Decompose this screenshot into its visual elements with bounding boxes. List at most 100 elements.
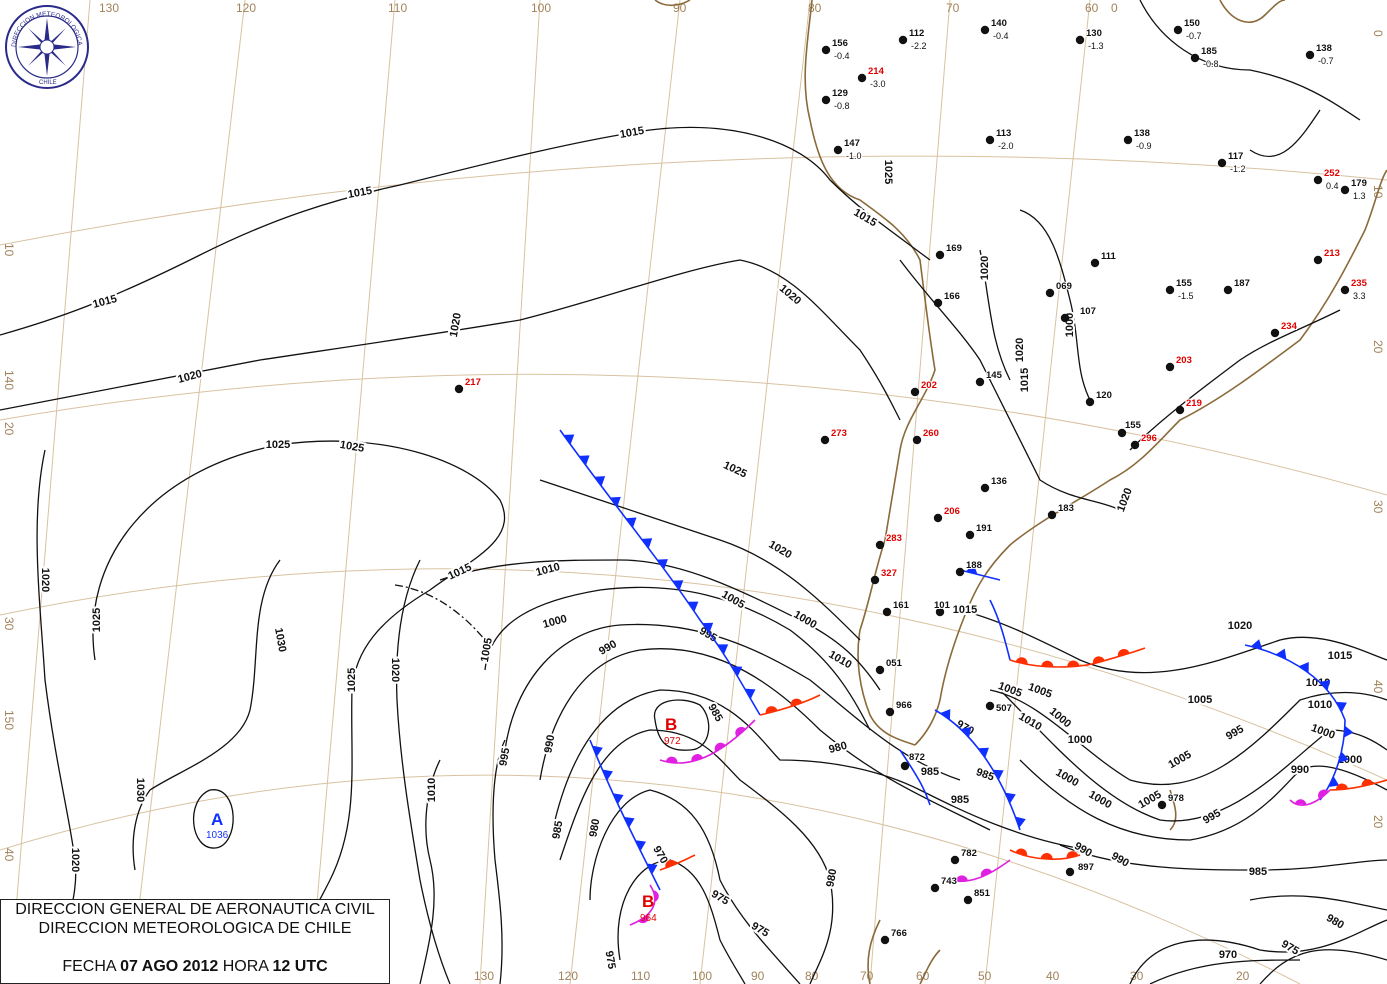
station-plot: 147 -1.0 — [833, 137, 863, 162]
warm-front-semicircle — [1015, 657, 1028, 665]
station-plot: 138 -0.7 — [1305, 42, 1335, 67]
cold-front-triangle — [702, 622, 714, 633]
station-plot: 283 — [875, 532, 903, 550]
dmc-logo: DIRECCION METEOROLOGICA CHILE — [5, 5, 89, 89]
warm-front-semicircle — [1335, 783, 1348, 790]
cold-front-triangle — [940, 709, 951, 721]
isobar-label: 1020 — [979, 256, 991, 280]
station-cloud-cover-icon — [898, 35, 908, 45]
isobar-label: 975 — [603, 950, 618, 970]
pressure-centers: A 1036 B 972 B 964 — [206, 715, 681, 924]
grid-label-left: 150 — [2, 710, 16, 730]
grid-label-bottom: 110 — [631, 969, 650, 983]
station-cloud-cover-icon — [880, 935, 890, 945]
isobar-label: 1020 — [1228, 620, 1252, 632]
grid-label-top: 120 — [236, 1, 256, 15]
grid-label-right: 20 — [1371, 815, 1385, 829]
station-id: 252 — [1324, 168, 1340, 179]
station-id: 183 — [1058, 503, 1074, 514]
hour-prefix: HORA — [222, 958, 269, 975]
station-cloud-cover-icon — [821, 95, 831, 105]
station-cloud-cover-icon — [900, 761, 910, 771]
station-tendency: -1.0 — [846, 151, 862, 161]
isobar-label: 1015 — [1328, 650, 1352, 662]
high-center-letter: A — [211, 810, 223, 829]
station-id: 187 — [1234, 278, 1250, 289]
station-plot: 851 — [963, 887, 992, 905]
isobar-label: 1025 — [91, 608, 103, 632]
station-id: 897 — [1078, 862, 1094, 873]
station-tendency: -3.0 — [870, 79, 886, 89]
station-id: 743 — [941, 876, 957, 887]
station-cloud-cover-icon — [933, 298, 943, 308]
station-cloud-cover-icon — [1340, 285, 1350, 295]
station-cloud-cover-icon — [1075, 35, 1085, 45]
station-cloud-cover-icon — [1270, 328, 1280, 338]
station-id: 130 — [1086, 28, 1102, 39]
station-id: 234 — [1281, 321, 1298, 332]
station-plot: 129 -0.8 — [821, 87, 851, 112]
isobar-labels: 1015 1015 1015 1015 1020 1020 1020 1025 1025 1025… — [37, 123, 1364, 972]
station-cloud-cover-icon — [1157, 800, 1167, 810]
station-plot: 145 — [975, 369, 1004, 387]
station-plot: 161 — [882, 599, 911, 617]
low-center-value: 972 — [664, 736, 681, 747]
station-plot: 136 — [980, 475, 1008, 493]
station-cloud-cover-icon — [955, 567, 965, 577]
isobar-label: 985 — [1249, 866, 1267, 878]
station-plot: 206 — [933, 505, 961, 523]
isobar-label: 990 — [542, 734, 557, 754]
isobar-label: 1010 — [1308, 699, 1332, 711]
warm-front-semicircle — [1294, 799, 1307, 805]
isobar-label: 1020 — [766, 539, 793, 562]
station-plot: 978 — [1157, 792, 1185, 810]
station-plot: 203 — [1165, 354, 1193, 372]
grid-label-bottom: 100 — [692, 969, 712, 983]
warm-front-semicircle — [1066, 851, 1079, 859]
trough-line — [394, 584, 486, 641]
warm-front — [659, 854, 696, 871]
station-cloud-cover-icon — [833, 145, 843, 155]
station-cloud-cover-icon — [1060, 313, 1070, 323]
isobar-label: 1025 — [339, 439, 365, 455]
station-plot: 234 — [1270, 320, 1299, 338]
isobar-label: 990 — [597, 638, 619, 658]
cold-front-triangle — [594, 476, 606, 487]
station-cloud-cover-icon — [933, 513, 943, 523]
isobar-label: 1020 — [1014, 338, 1026, 362]
warm-front-semicircle — [980, 868, 993, 877]
grid-label-bottom: 20 — [1236, 969, 1250, 983]
station-tendency: 3.3 — [1353, 291, 1366, 301]
station-cloud-cover-icon — [1313, 175, 1323, 185]
station-id: 138 — [1316, 43, 1332, 54]
grid-label-bottom: 70 — [860, 969, 874, 983]
station-plot: 120 — [1085, 389, 1113, 407]
warm-front — [1329, 779, 1387, 791]
isobar-label: 980 — [1324, 912, 1346, 932]
station-cloud-cover-icon — [935, 607, 945, 617]
station-id: 188 — [966, 560, 982, 571]
isobar-label: 1005 — [1188, 694, 1212, 706]
station-plot: 156 -0.4 — [821, 37, 851, 62]
cold-front-triangle — [657, 559, 668, 570]
cold-front — [589, 739, 661, 891]
isobar-label: 1010 — [1016, 711, 1043, 734]
station-plot: 217 — [454, 376, 482, 394]
cold-front — [899, 599, 1011, 806]
station-tendency: 1.3 — [1353, 191, 1366, 201]
grid-label-left: 30 — [2, 617, 16, 631]
station-id: 101 — [934, 600, 951, 611]
station-plot: 213 — [1313, 247, 1341, 265]
station-cloud-cover-icon — [1340, 185, 1350, 195]
isobar-label: 990 — [1291, 764, 1309, 776]
station-plot: 219 — [1175, 397, 1203, 415]
station-plot: 111 — [1090, 250, 1118, 268]
station-cloud-cover-icon — [1175, 405, 1185, 415]
isobar-label: 1000 — [1086, 789, 1113, 812]
station-plot: 140 -0.4 — [980, 17, 1010, 42]
station-id: 214 — [868, 66, 885, 77]
station-id: 150 — [1184, 18, 1200, 29]
